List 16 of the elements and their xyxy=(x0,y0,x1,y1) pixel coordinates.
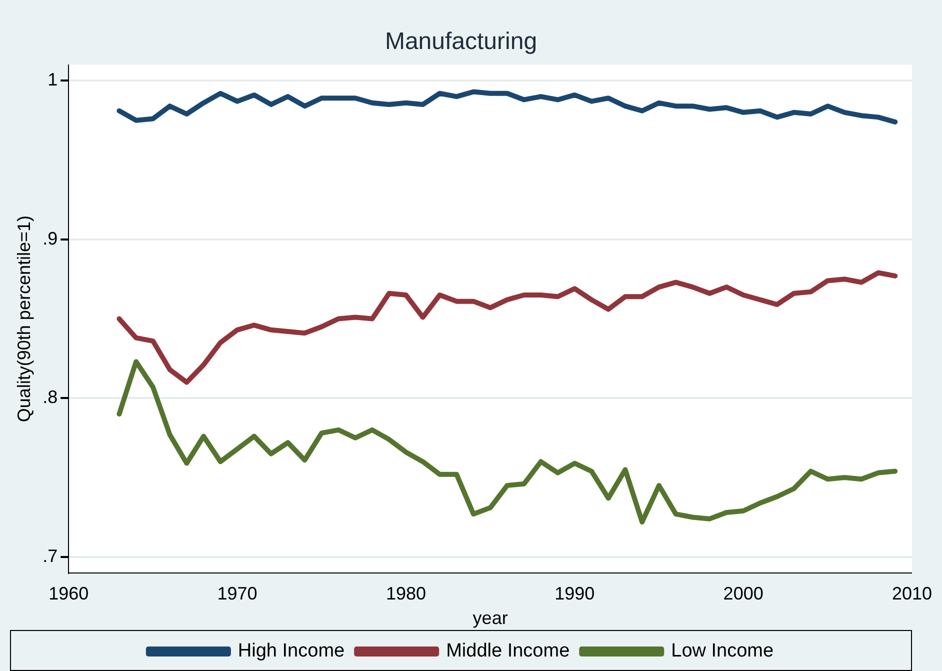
x-tick-label: 2000 xyxy=(723,584,764,604)
x-tick-label: 1970 xyxy=(217,584,258,604)
x-tick-label: 1990 xyxy=(554,584,595,604)
x-tick-label: 2010 xyxy=(892,584,932,604)
legend-label: High Income xyxy=(238,640,345,662)
y-axis-title: Quality(90th percentile=1) xyxy=(14,215,34,422)
legend-label: Middle Income xyxy=(446,640,570,662)
x-tick-label: 1960 xyxy=(48,584,89,604)
y-tick-label: .8 xyxy=(42,387,58,408)
y-tick-label: .7 xyxy=(42,546,58,566)
chart-title: Manufacturing xyxy=(384,28,538,56)
y-tick-label: .9 xyxy=(42,228,58,248)
x-axis-title: year xyxy=(472,608,508,628)
y-tick-label: 1 xyxy=(48,70,58,90)
legend-label: Low Income xyxy=(671,640,774,662)
x-tick-label: 1980 xyxy=(386,584,426,604)
